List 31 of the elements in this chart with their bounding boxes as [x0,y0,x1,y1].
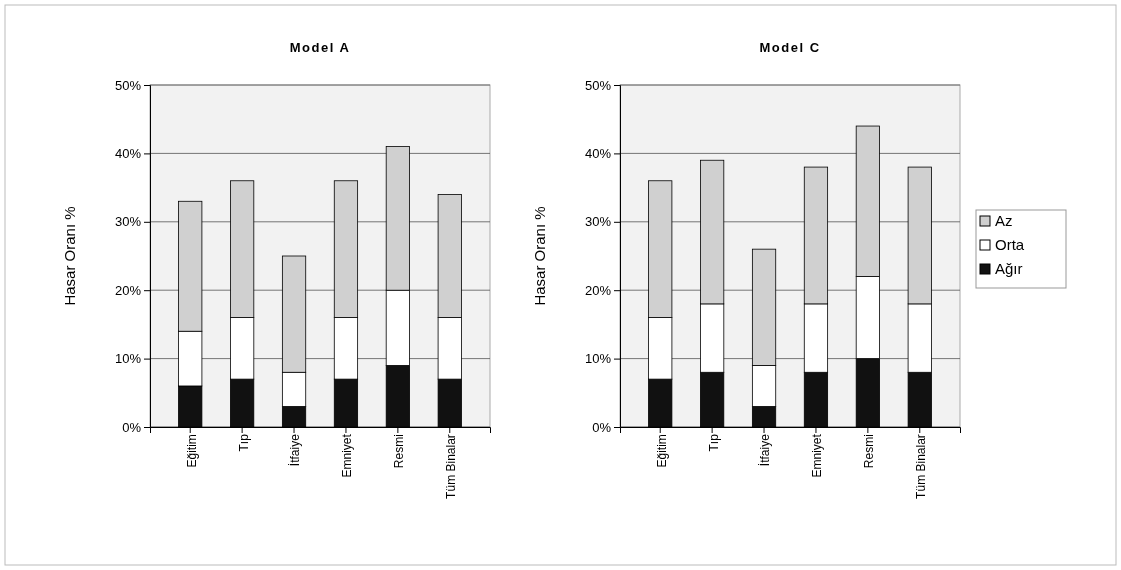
x-tick-label: Emniyet [810,433,825,478]
y-tick-label: 30% [584,214,612,230]
x-tick-label: Resmi [862,434,877,469]
x-tick-label: Tüm Binalar [444,434,459,499]
x-tick-label: Resmi [392,434,407,469]
x-tick-label: Eğitim [184,434,199,468]
y-tick-label: 50% [584,77,612,93]
x-tick-label: Tıp [236,433,251,452]
x-tick-label: Tıp [706,433,721,452]
x-tick-label: Emniyet [340,433,355,478]
legend-label: Ağır [995,260,1023,277]
y-tick-label: 20% [114,282,142,298]
y-tick-label: 30% [114,214,142,230]
y-tick-label: 10% [114,351,142,367]
x-tick-label: Tüm Binalar [914,434,929,499]
y-tick-label: 20% [584,282,612,298]
y-axis-title: Hasar Oranı % [531,206,548,306]
x-tick-label: Eğitim [654,434,669,468]
chart-title: Model C [759,40,821,55]
legend-label: Orta [995,236,1025,253]
x-tick-label: İtfaiye [288,433,303,467]
y-tick-label: 0% [122,419,142,435]
y-tick-label: 0% [592,419,612,435]
legend-label: Az [995,212,1013,229]
x-tick-label: İtfaiye [758,433,773,467]
y-tick-label: 10% [584,351,612,367]
y-axis-title: Hasar Oranı % [61,206,78,306]
y-tick-label: 40% [114,146,142,162]
chart-title: Model A [289,40,351,55]
y-tick-label: 40% [584,146,612,162]
y-tick-label: 50% [114,77,142,93]
